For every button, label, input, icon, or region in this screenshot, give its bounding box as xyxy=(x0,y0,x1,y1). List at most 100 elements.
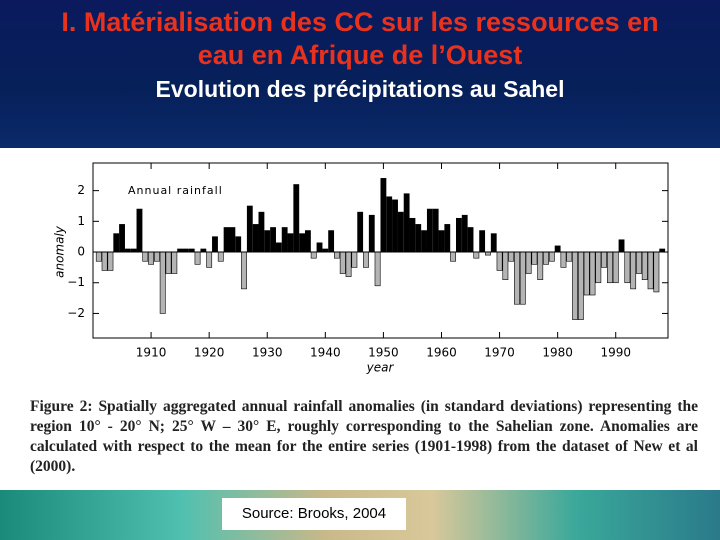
bar xyxy=(374,251,381,287)
bar xyxy=(438,230,445,253)
plot-frame xyxy=(92,162,669,339)
bar xyxy=(165,251,172,274)
bar xyxy=(223,227,230,253)
bar xyxy=(444,224,451,253)
bar xyxy=(270,227,276,253)
y-axis-label: anomaly xyxy=(53,225,67,278)
bar xyxy=(304,230,311,253)
chart: Annual rainfall year anomaly −2 −1 0 1 2 1910… xyxy=(53,162,669,375)
bar xyxy=(392,199,398,253)
bar xyxy=(543,251,549,265)
bar xyxy=(380,178,387,253)
bar xyxy=(560,251,567,268)
bar xyxy=(577,251,584,320)
bar xyxy=(397,211,404,253)
bar xyxy=(572,251,578,320)
bar xyxy=(316,242,323,253)
bar xyxy=(171,251,178,274)
bar xyxy=(636,251,642,274)
title: eau en Afrique de l’Ouest xyxy=(197,40,523,70)
bar xyxy=(252,224,259,253)
bar xyxy=(206,251,213,268)
x-tick-label: 1940 xyxy=(310,346,341,360)
bar xyxy=(246,205,253,253)
bar xyxy=(281,227,288,253)
bar xyxy=(212,236,218,253)
bar xyxy=(595,251,602,284)
bar xyxy=(293,184,300,253)
bar xyxy=(641,251,648,280)
y-tick-label: 0 xyxy=(77,245,85,259)
bar xyxy=(339,251,346,274)
title: I. Matérialisation des CC sur les ressou… xyxy=(61,7,659,37)
bar xyxy=(490,233,497,253)
y-tick-label: 1 xyxy=(77,214,85,228)
bar xyxy=(409,217,416,253)
x-tick-label: 1930 xyxy=(252,346,283,360)
bar xyxy=(467,227,474,253)
x-tick-label: 1990 xyxy=(600,346,631,360)
bar xyxy=(548,251,555,262)
bar xyxy=(531,251,538,265)
x-tick-label: 1920 xyxy=(194,346,225,360)
bar xyxy=(368,214,375,253)
bar xyxy=(461,214,468,253)
bar xyxy=(583,251,590,296)
bar xyxy=(351,251,358,268)
bar xyxy=(363,251,369,268)
bar xyxy=(514,251,520,305)
bar xyxy=(426,208,433,253)
source: Source: Brooks, 2004 xyxy=(222,498,406,530)
y-tick-label: −1 xyxy=(67,275,85,289)
bar xyxy=(258,211,265,253)
bar xyxy=(159,251,166,314)
bar xyxy=(421,230,427,253)
bar xyxy=(519,251,526,305)
bar xyxy=(432,208,439,253)
bar xyxy=(479,230,486,253)
bar xyxy=(194,251,201,265)
bar xyxy=(310,251,317,259)
bar xyxy=(328,230,335,253)
bar xyxy=(525,251,532,274)
x-axis-label: year xyxy=(366,361,395,375)
bar xyxy=(415,224,422,253)
bar xyxy=(601,251,608,268)
bar xyxy=(235,236,242,253)
bar xyxy=(95,251,102,262)
bar xyxy=(334,251,340,259)
annotation: Annual rainfall xyxy=(128,184,223,197)
bar xyxy=(589,251,596,296)
bar xyxy=(357,211,364,253)
bar xyxy=(403,193,410,253)
bar xyxy=(566,251,573,262)
bar xyxy=(287,233,294,253)
bar xyxy=(647,251,654,290)
bar xyxy=(618,239,625,253)
bar xyxy=(653,251,660,293)
header: I. Matérialisation des CC sur les ressou… xyxy=(0,0,720,148)
bar xyxy=(496,251,503,271)
bar xyxy=(386,196,393,253)
bar xyxy=(101,251,108,271)
bar xyxy=(136,208,143,253)
bar xyxy=(264,230,271,253)
bar xyxy=(554,245,561,253)
bar xyxy=(630,251,637,290)
bar xyxy=(299,233,306,253)
x-tick-label: 1980 xyxy=(542,346,573,360)
bar xyxy=(455,217,462,253)
bar xyxy=(113,233,120,253)
bar xyxy=(508,251,515,262)
bar xyxy=(473,251,480,259)
bar xyxy=(148,251,154,265)
x-tick-label: 1960 xyxy=(426,346,457,360)
x-tick-label: 1950 xyxy=(368,346,399,360)
x-tick-label: 1910 xyxy=(136,346,167,360)
bar xyxy=(450,251,457,262)
bar xyxy=(345,251,352,277)
bar xyxy=(153,251,160,262)
bar xyxy=(241,251,247,290)
y-tick-label: 2 xyxy=(77,183,85,197)
